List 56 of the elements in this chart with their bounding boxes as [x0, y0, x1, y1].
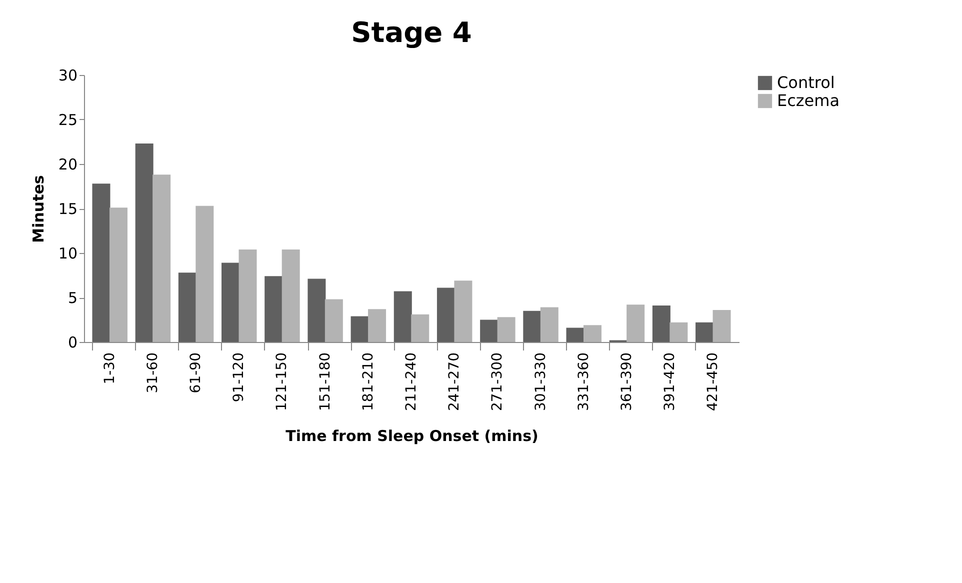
- bar: [696, 322, 714, 342]
- bar: [394, 291, 412, 342]
- bar: [135, 144, 154, 342]
- x-tick-label: 331-360: [576, 352, 592, 411]
- x-tick-label: 121-150: [274, 352, 290, 411]
- x-tick-label: 61-90: [188, 352, 204, 394]
- bar: [626, 304, 645, 342]
- bar: [540, 307, 558, 342]
- x-tick-label: 181-210: [360, 352, 376, 411]
- bar: [670, 322, 688, 342]
- chart-title: Stage 4: [351, 16, 472, 49]
- x-tick-label: 151-180: [317, 352, 334, 411]
- x-axis-title: Time from Sleep Onset (mins): [286, 426, 538, 445]
- y-tick-label: 20: [58, 156, 78, 174]
- x-tick-label: 211-240: [404, 352, 420, 411]
- bar: [523, 310, 542, 342]
- bar: [454, 280, 472, 342]
- x-tick-label: 271-300: [490, 352, 506, 411]
- bar: [411, 314, 430, 342]
- bar: [652, 306, 670, 342]
- x-tick-label: 301-330: [532, 352, 549, 411]
- y-tick-label: 0: [68, 334, 78, 352]
- bar: [178, 272, 196, 342]
- bar: [368, 309, 386, 342]
- bar: [583, 325, 602, 342]
- x-tick-label: 91-120: [231, 352, 248, 402]
- bar: [222, 262, 240, 342]
- y-tick-label: 25: [58, 111, 78, 129]
- bar: [196, 206, 214, 342]
- y-tick-label: 30: [58, 66, 78, 84]
- bar: [324, 299, 343, 342]
- bar: [712, 310, 731, 342]
- bar: [308, 278, 326, 342]
- bar: [497, 317, 516, 342]
- x-tick-label: 241-270: [446, 352, 463, 411]
- bar: [480, 320, 498, 342]
- y-tick-label: 15: [58, 200, 78, 218]
- x-tick-label: 421-450: [705, 352, 722, 411]
- bar: [238, 249, 257, 342]
- y-tick-label: 10: [58, 244, 78, 262]
- bar: [566, 328, 584, 342]
- bar: [152, 174, 171, 342]
- x-tick-label: 1-30: [102, 352, 118, 384]
- x-tick-label: 391-420: [662, 352, 678, 411]
- bar: [264, 276, 283, 342]
- y-tick-label: 5: [68, 289, 78, 307]
- bar: [436, 288, 455, 342]
- bar: [109, 208, 128, 342]
- x-tick-label: 361-390: [618, 352, 635, 411]
- bar: [350, 316, 369, 342]
- legend-label: Control: [777, 73, 835, 92]
- legend-label: Eczema: [777, 91, 840, 110]
- bar: [92, 184, 110, 342]
- x-tick-label: 31-60: [144, 352, 161, 394]
- bar: [282, 249, 300, 342]
- y-axis-title: Minutes: [29, 175, 48, 243]
